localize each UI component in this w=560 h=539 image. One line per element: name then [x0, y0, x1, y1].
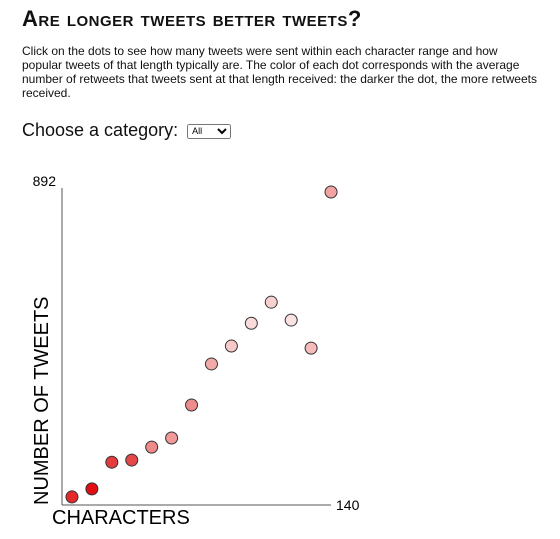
y-tick-label: 892: [33, 173, 57, 189]
chart: NUMBER OF TWEETS CHARACTERS 892 140: [31, 173, 360, 529]
category-control: Choose a category: All: [22, 120, 232, 141]
y-axis-label: NUMBER OF TWEETS: [31, 296, 53, 505]
x-axis-label: CHARACTERS: [52, 507, 190, 529]
tweet-dot[interactable]: [304, 341, 318, 355]
tweet-dot[interactable]: [324, 185, 338, 199]
tweet-dot[interactable]: [145, 440, 159, 454]
tweet-dot[interactable]: [284, 313, 298, 327]
description: Click on the dots to see how many tweets…: [22, 44, 537, 100]
category-select[interactable]: All: [187, 123, 232, 139]
tweet-dot[interactable]: [125, 453, 139, 467]
tweet-dot[interactable]: [244, 316, 258, 330]
tweet-dot[interactable]: [165, 431, 179, 445]
tweet-dot[interactable]: [264, 295, 278, 309]
category-label: Choose a category:: [22, 120, 179, 140]
title: Are longer tweets better tweets?: [22, 6, 362, 31]
tweet-dot[interactable]: [105, 455, 119, 469]
tweet-dot[interactable]: [204, 357, 218, 371]
tweet-dot[interactable]: [224, 339, 238, 353]
tweet-dot[interactable]: [185, 398, 199, 412]
x-tick-label: 140: [336, 497, 360, 513]
tweet-dot[interactable]: [65, 490, 79, 504]
tweet-dot[interactable]: [85, 482, 99, 496]
